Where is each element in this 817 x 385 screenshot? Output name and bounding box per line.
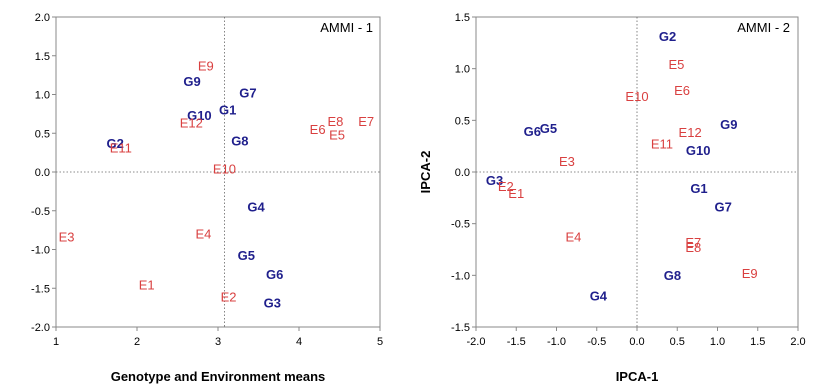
- x-tick-label: -1.5: [507, 336, 526, 348]
- environment-point-e1: E1: [139, 278, 155, 293]
- genotype-point-g2: G2: [659, 29, 676, 44]
- genotype-point-g10: G10: [187, 108, 212, 123]
- environment-point-e4: E4: [195, 227, 211, 242]
- environment-point-e4: E4: [565, 230, 581, 245]
- y-tick-label: -1.0: [451, 270, 470, 282]
- genotype-point-g6: G6: [266, 267, 283, 282]
- x-tick-label: 2.0: [790, 336, 805, 348]
- genotype-point-g8: G8: [231, 134, 248, 149]
- x-tick-label: -2.0: [467, 336, 486, 348]
- y-tick-labels: 2.0 1.5 1.0 0.5 0.0 -0.5 -1.0 -1.5 -2.0: [31, 12, 56, 334]
- x-tick-label: 2: [134, 336, 140, 348]
- y-tick-label: 1.5: [455, 12, 470, 24]
- environment-point-e3: E3: [559, 154, 575, 169]
- y-tick-label: 1.0: [455, 64, 470, 76]
- genotype-point-g6: G6: [524, 124, 541, 139]
- environment-point-e11: E11: [110, 140, 132, 155]
- x-tick-label: 5: [377, 336, 383, 348]
- ammi-1-chart: 2.0 1.5 1.0 0.5 0.0 -0.5 -1.0 -1.5 -2.0 1 2 3 4 5 G1…: [31, 12, 383, 384]
- y-axis-label: IPCA-2: [418, 151, 433, 194]
- environment-point-e2: E2: [221, 289, 237, 304]
- x-tick-label: 0.5: [670, 336, 685, 348]
- genotype-point-g7: G7: [714, 200, 731, 215]
- x-tick-label: -1.0: [547, 336, 566, 348]
- y-tick-label: -0.5: [31, 206, 50, 218]
- genotype-point-g7: G7: [239, 85, 256, 100]
- x-axis-label: Genotype and Environment means: [111, 369, 326, 384]
- x-tick-label: 1.5: [750, 336, 765, 348]
- genotype-point-g4: G4: [247, 199, 265, 214]
- x-tick-labels: 1 2 3 4 5: [53, 327, 383, 348]
- environment-point-e12: E12: [679, 125, 702, 140]
- environment-point-e7: E7: [685, 235, 701, 250]
- genotype-point-g1: G1: [219, 103, 236, 118]
- environment-point-e5: E5: [668, 57, 684, 72]
- environment-point-e5: E5: [329, 127, 345, 142]
- genotype-point-g3: G3: [486, 173, 503, 188]
- y-tick-label: -1.5: [451, 322, 470, 334]
- environment-point-e9: E9: [742, 266, 758, 281]
- y-tick-label: 0.5: [455, 115, 470, 127]
- environment-point-e8: E8: [327, 114, 343, 129]
- x-tick-labels: -2.0 -1.5 -1.0 -0.5 0.0 0.5 1.0 1.5 2.0: [467, 327, 806, 348]
- genotype-point-g3: G3: [264, 295, 281, 310]
- chart-title: AMMI - 2: [737, 20, 790, 35]
- chart-title: AMMI - 1: [320, 20, 373, 35]
- y-tick-label: 1.5: [35, 51, 50, 63]
- y-tick-label: -0.5: [451, 219, 470, 231]
- environment-point-e9: E9: [198, 58, 214, 73]
- genotype-point-g8: G8: [664, 268, 681, 283]
- environment-point-e3: E3: [59, 230, 75, 245]
- x-axis-label: IPCA-1: [616, 369, 659, 384]
- environment-point-e2: E2: [498, 179, 514, 194]
- genotype-point-g5: G5: [540, 121, 557, 136]
- y-tick-label: 1.0: [35, 90, 50, 102]
- environment-point-e6: E6: [310, 122, 326, 137]
- y-tick-label: 0.0: [455, 167, 470, 179]
- ammi-2-chart: 1.5 1.0 0.5 0.0 -0.5 -1.0 -1.5 -2.0 -1.5 -1.0 -0.…: [418, 12, 806, 384]
- genotype-point-g4: G4: [590, 289, 608, 304]
- y-tick-label: 0.5: [35, 128, 50, 140]
- genotype-point-g9: G9: [720, 117, 737, 132]
- environment-point-e10: E10: [625, 89, 648, 104]
- x-tick-label: 3: [215, 336, 221, 348]
- x-tick-label: 0.0: [629, 336, 644, 348]
- x-tick-label: 1: [53, 336, 59, 348]
- genotype-point-g1: G1: [690, 181, 707, 196]
- environment-point-e10: E10: [213, 161, 236, 176]
- environment-point-e1: E1: [508, 186, 524, 201]
- y-tick-label: -1.5: [31, 283, 50, 295]
- x-tick-label: 1.0: [710, 336, 725, 348]
- genotype-point-g9: G9: [183, 74, 200, 89]
- genotype-point-g10: G10: [686, 143, 711, 158]
- x-tick-label: -0.5: [587, 336, 606, 348]
- environment-point-e8: E8: [685, 240, 701, 255]
- y-tick-label: 2.0: [35, 12, 50, 24]
- y-tick-label: -1.0: [31, 245, 50, 257]
- environment-point-e7: E7: [358, 114, 374, 129]
- y-tick-labels: 1.5 1.0 0.5 0.0 -0.5 -1.0 -1.5: [451, 12, 476, 334]
- environment-point-e6: E6: [674, 83, 690, 98]
- genotype-point-g2: G2: [106, 136, 123, 151]
- x-tick-label: 4: [296, 336, 302, 348]
- environment-point-e11: E11: [651, 137, 673, 152]
- environment-point-e12: E12: [180, 116, 203, 131]
- genotype-point-g5: G5: [238, 248, 255, 263]
- y-tick-label: 0.0: [35, 167, 50, 179]
- y-tick-label: -2.0: [31, 322, 50, 334]
